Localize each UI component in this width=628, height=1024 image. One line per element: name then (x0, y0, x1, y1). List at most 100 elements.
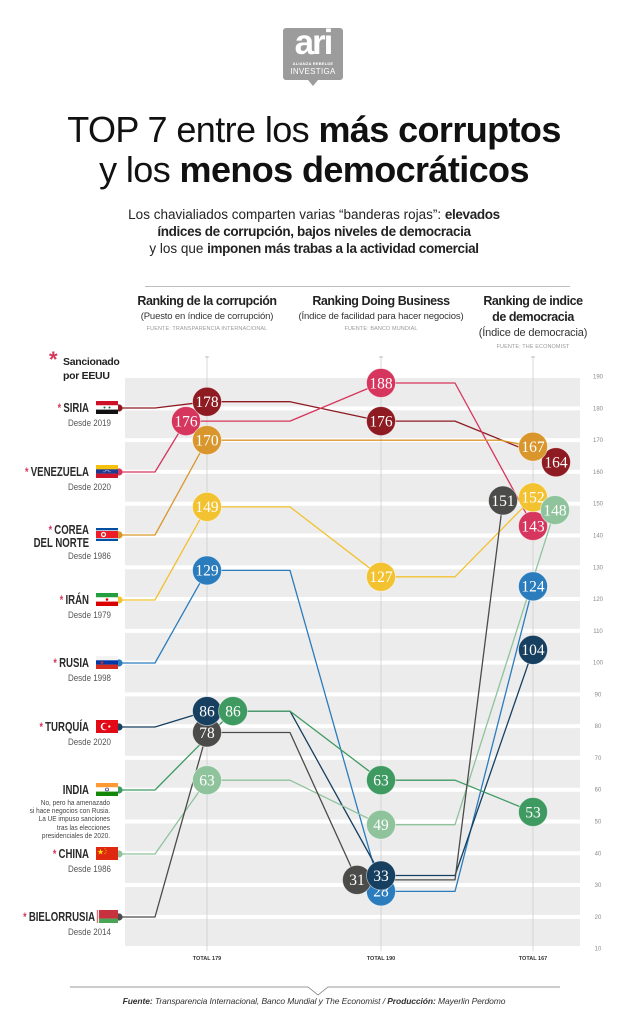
rank-marker-iran: 127 (366, 561, 396, 592)
footer-credit-label: Producción: (387, 996, 436, 1006)
iran-flag-icon (96, 593, 118, 606)
rank-marker-venezuela: 176 (171, 406, 201, 436)
rank-marker-china: 63 (192, 765, 222, 796)
footer-source-text: Transparencia Internacional, Banco Mundi… (152, 996, 388, 1006)
rank-marker-india: 53 (518, 797, 548, 827)
y-tick-label: 70 (595, 756, 602, 762)
rank-label: 170 (195, 432, 219, 449)
country-name: * IRÁN (23, 592, 89, 608)
legend-label-line-2: por EEUU (63, 370, 110, 382)
series-line-bielorrusia (119, 500, 504, 918)
belarus-flag-icon (96, 910, 118, 923)
russia-flag-icon (96, 656, 118, 669)
rank-circle (518, 797, 548, 827)
north-korea-flag-icon (96, 528, 118, 541)
rank-marker-bielorrusia: 151 (488, 485, 518, 516)
country-name-text: TURQUÍA (45, 719, 89, 734)
rank-marker-rusia: 124 (518, 571, 548, 602)
rank-circle (366, 406, 396, 436)
country-name-text: SIRIA (63, 400, 89, 415)
footer-credits: Fuente: Transparencia Internacional, Ban… (0, 995, 628, 1007)
series-line-china (119, 509, 556, 855)
china-flag-icon (96, 847, 118, 860)
rank-marker-corea-del-norte: 170 (192, 425, 222, 456)
rank-circle (366, 368, 396, 398)
rank-label: 86 (225, 703, 241, 720)
country-row-rusia: * RUSIA Desde 1998 (0, 655, 120, 685)
rank-circle (218, 696, 248, 726)
title-regular-1: TOP 7 entre los (67, 109, 319, 150)
y-tick-label: 140 (593, 533, 604, 539)
rank-marker-india: 86 (218, 696, 248, 726)
column-header-democracy: Ranking de indice de democracia (Índice … (433, 293, 628, 353)
y-tick-label: 10 (595, 947, 602, 953)
column-subtitle: (Puesto en índice de corrupción) (140, 311, 274, 322)
sanctioned-star-icon: * (25, 465, 29, 479)
rank-marker-siria: 176 (366, 406, 396, 436)
country-name-line-1: * COREA (23, 523, 89, 537)
y-tick-label: 120 (593, 597, 604, 603)
series-line-india (119, 710, 534, 813)
rank-label: 167 (521, 439, 545, 456)
series-line-siria (119, 401, 557, 463)
rank-marker-turquia: 33 (366, 860, 396, 891)
country-row-siria: * SIRIA Desde 2019 (0, 400, 120, 430)
rank-label: 152 (521, 490, 544, 507)
subtitle-regular-3: y los que (149, 241, 208, 256)
title-regular-2: y los (99, 149, 180, 190)
rank-circle (518, 431, 548, 462)
series-line-rusia (119, 569, 534, 893)
header-divider (145, 286, 570, 287)
footer-source-label: Fuente: (122, 996, 153, 1006)
rank-label: 176 (174, 413, 198, 430)
subtitle-bold-3: imponen más trabas a la actividad comerc… (207, 241, 479, 256)
note-line: La UE impuso sanciones (38, 814, 110, 824)
column-source: FUENTE: BANCO MUNDIAL (344, 326, 418, 332)
rank-label: 178 (195, 394, 219, 411)
rank-circle (192, 491, 222, 522)
note-line: si hace negocios con Rusia. (29, 806, 110, 816)
logo-sub: INVESTIGA (290, 67, 336, 76)
rank-marker-siria: 164 (541, 447, 571, 478)
sanctioned-since: Desde 1979 (67, 610, 111, 621)
sanctioned-since: Desde 2020 (67, 737, 111, 748)
rank-label: 86 (199, 703, 215, 720)
country-name: * TURQUÍA (23, 719, 89, 735)
note-line: presidenciales de 2020. (41, 830, 110, 840)
sanctioned-star-icon: * (59, 593, 64, 607)
rank-circle (192, 425, 222, 456)
sanctioned-star-icon: * (49, 347, 58, 372)
y-tick-label: 180 (593, 406, 604, 412)
column-title-line-2: de democracia (492, 310, 574, 324)
y-tick-label: 150 (593, 502, 604, 508)
rank-circle (171, 406, 201, 436)
rank-circle (518, 571, 548, 602)
rank-label: 127 (369, 569, 393, 586)
sanctioned-star-icon: * (23, 910, 27, 924)
subtitle-line-1: Los chavialiados comparten varias “bande… (0, 206, 628, 223)
sanctioned-legend: Sancionado por EEUU (63, 355, 120, 383)
country-row-bielorrusia: * BIELORRUSIA Desde 2014 (0, 909, 120, 939)
country-name-text: CHINA (58, 846, 89, 861)
country-name-text: BIELORRUSIA (28, 909, 96, 924)
country-name-text: IRÁN (65, 592, 89, 607)
rank-label: 31 (349, 872, 365, 889)
logo-brand: ari (294, 23, 334, 62)
y-tick-label: 90 (595, 692, 602, 698)
column-header-doing-business: Ranking Doing Business (Índice de facili… (281, 293, 481, 335)
country-row-venezuela: * VENEZUELA Desde 2020 (0, 464, 120, 494)
sanctioned-star-icon: * (57, 401, 62, 415)
rank-circle (366, 860, 396, 891)
rank-marker-siria: 178 (192, 386, 222, 417)
series-line-corea-del-norte (119, 439, 534, 536)
sanctioned-since: Desde 1986 (67, 864, 111, 875)
y-tick-label: 110 (593, 629, 603, 635)
rank-circle (366, 765, 396, 796)
subtitle-regular-1: Los chavialiados comparten varias “bande… (128, 207, 445, 222)
subtitle-bold-1: elevados (444, 207, 500, 222)
rank-label: 164 (544, 455, 568, 472)
rank-marker-iran: 149 (192, 491, 222, 522)
rank-label: 151 (491, 493, 514, 510)
y-tick-label: 80 (595, 724, 602, 730)
country-name: * SIRIA (23, 400, 89, 416)
